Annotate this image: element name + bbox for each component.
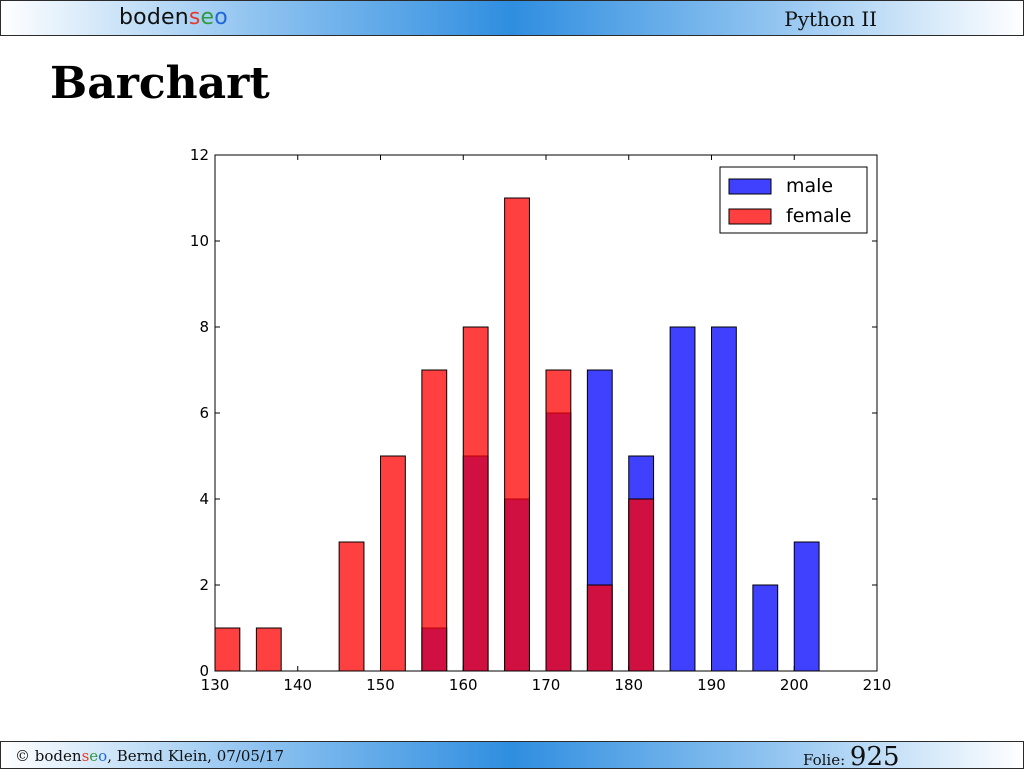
bar-male [752,584,779,672]
legend-label-female: female [786,205,852,227]
logo-s: s [188,5,201,30]
slide-number: Folie: 925 [803,742,900,772]
y-tick-label: 10 [190,232,209,250]
y-tick-label: 8 [199,318,209,336]
bar-male [793,541,820,672]
bar-female [380,455,406,672]
bar-female [338,541,365,672]
y-tick-label: 12 [190,146,209,164]
footer-logo-o: o [98,747,108,765]
x-tick-label: 190 [697,676,726,694]
x-tick-label: 170 [532,676,561,694]
bar-female [628,498,655,672]
footer-copyright: © bodenseo, Bernd Klein, 07/05/17 [15,747,284,765]
x-tick-label: 200 [780,676,809,694]
folie-label: Folie: [803,751,850,769]
bar-female [255,627,282,672]
footer-author-date: , Bernd Klein, 07/05/17 [107,747,285,765]
bar-female [504,197,530,672]
logo-o: o [214,5,228,30]
y-tick-label: 4 [199,490,209,508]
course-title: Python II [784,7,877,31]
bodenseo-logo: bodenseo [119,5,228,30]
footer-logo-text: boden [34,747,82,765]
x-tick-label: 160 [449,676,478,694]
footer-logo-e: e [89,747,99,765]
bar-male [711,326,737,672]
logo-e: e [200,5,215,30]
header-bar: bodenseo Python II [0,0,1024,36]
bar-female [214,627,241,672]
bar-chart: 130 140 150 160 170 180 190 200 210 0 2 4 6 8 10 12 male… [170,140,900,700]
bar-female [545,369,572,672]
y-tick-label: 0 [199,662,209,680]
logo-text: boden [119,5,189,30]
legend-swatch-male [728,178,772,195]
x-tick-label: 130 [201,676,230,694]
bar-female [462,326,489,672]
x-tick-label: 210 [863,676,892,694]
bar-female [586,584,613,672]
x-tick-label: 180 [614,676,643,694]
slide-title: Barchart [50,58,270,109]
legend-swatch-female [728,208,772,225]
y-tick-label: 2 [199,576,209,594]
bar-male [669,326,696,672]
footer-bar: © bodenseo, Bernd Klein, 07/05/17 Folie:… [0,741,1024,772]
y-tick-label: 6 [199,404,209,422]
footer-logo-s: s [81,747,90,765]
x-tick-label: 140 [283,676,312,694]
bar-female [421,369,448,672]
chart-svg: 130 140 150 160 170 180 190 200 210 0 2 4 6 8 10 12 male… [190,146,892,694]
copyright-symbol: © [15,747,35,765]
x-tick-label: 150 [366,676,395,694]
folie-number: 925 [849,742,900,772]
legend-label-male: male [786,175,833,197]
